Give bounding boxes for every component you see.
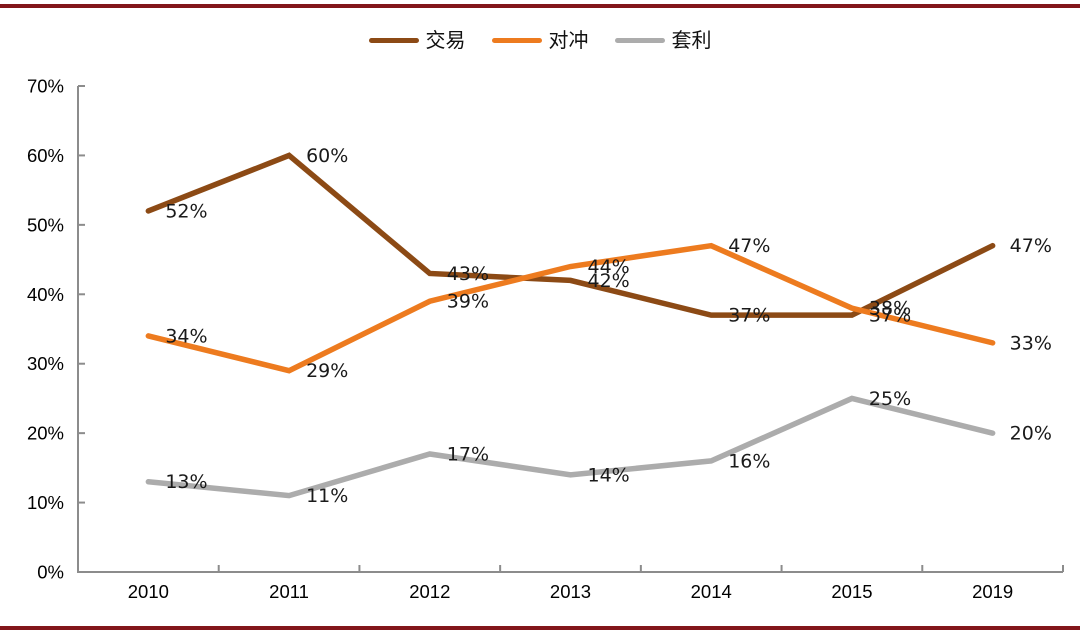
legend-swatch-taoli <box>614 37 665 43</box>
x-tick-label: 2019 <box>972 581 1013 602</box>
legend-label-duichong: 对冲 <box>548 28 589 52</box>
y-tick-label: 0% <box>37 562 64 583</box>
data-label-交易-2019: 47% <box>1010 235 1052 257</box>
x-tick-label: 2015 <box>831 581 872 602</box>
legend: 交易 对冲 套利 <box>0 30 1080 50</box>
data-label-对冲-2010: 34% <box>165 325 207 347</box>
legend-item-duichong: 对冲 <box>491 28 589 52</box>
legend-swatch-duichong <box>491 37 542 43</box>
series-line-套利 <box>145 395 996 499</box>
data-label-套利-2013: 14% <box>588 464 630 486</box>
x-tick-label: 2013 <box>550 581 591 602</box>
y-tick-label: 50% <box>27 214 64 235</box>
y-tick-label: 20% <box>27 423 64 444</box>
data-label-对冲-2012: 39% <box>447 291 489 313</box>
data-label-交易-2012: 43% <box>447 263 489 285</box>
legend-swatch-jiaoyi <box>368 37 419 43</box>
x-tick-label: 2014 <box>691 581 732 602</box>
series-line-对冲 <box>145 242 996 374</box>
bottom-rule <box>0 626 1080 630</box>
data-label-套利-2010: 13% <box>165 471 207 493</box>
data-label-交易-2013: 42% <box>588 270 630 292</box>
data-label-交易-2011: 60% <box>306 145 348 167</box>
x-tick-label: 2011 <box>269 581 309 602</box>
data-label-对冲-2019: 33% <box>1010 332 1052 354</box>
data-label-交易-2010: 52% <box>165 200 207 222</box>
data-label-套利-2011: 11% <box>306 485 348 507</box>
legend-label-taoli: 套利 <box>671 28 712 52</box>
axis-lines <box>77 86 1063 573</box>
y-tick-label: 10% <box>27 492 64 513</box>
top-rule <box>0 4 1080 8</box>
series-line-交易 <box>145 152 996 318</box>
data-label-交易-2015: 37% <box>869 305 911 327</box>
legend-label-jiaoyi: 交易 <box>425 28 466 52</box>
data-label-套利-2014: 16% <box>728 450 770 472</box>
x-tick-label: 2010 <box>128 581 169 602</box>
y-tick-label: 30% <box>27 353 64 374</box>
y-tick-label: 70% <box>27 76 64 97</box>
data-label-套利-2019: 20% <box>1010 423 1052 445</box>
data-label-对冲-2011: 29% <box>306 360 348 382</box>
data-label-对冲-2015: 38% <box>869 298 911 320</box>
data-label-对冲-2014: 47% <box>728 235 770 257</box>
x-tick-label: 2012 <box>409 581 450 602</box>
legend-item-taoli: 套利 <box>614 28 712 52</box>
legend-item-jiaoyi: 交易 <box>368 28 466 52</box>
data-label-套利-2015: 25% <box>869 388 911 410</box>
data-label-交易-2014: 37% <box>728 305 770 327</box>
y-tick-label: 60% <box>27 145 64 166</box>
data-label-对冲-2013: 44% <box>588 256 630 278</box>
data-label-套利-2012: 17% <box>447 443 489 465</box>
y-tick-label: 40% <box>27 284 64 305</box>
